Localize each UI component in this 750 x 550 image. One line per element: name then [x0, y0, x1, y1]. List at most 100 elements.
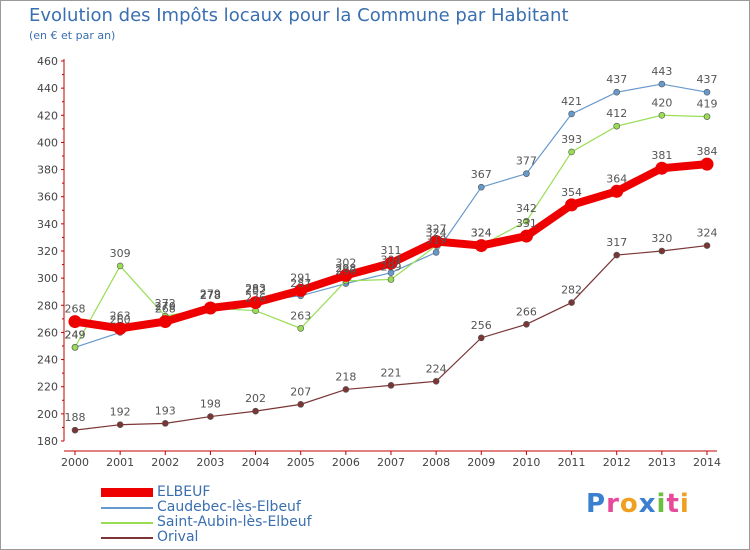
data-label-saint-aubin-l-s-elbeuf: 249 — [65, 328, 86, 341]
data-label-orival: 188 — [65, 411, 86, 424]
data-label-saint-aubin-l-s-elbeuf: 276 — [245, 292, 266, 305]
x-tick-label: 2008 — [422, 456, 450, 469]
data-label-caudebec-l-s-elbeuf: 377 — [516, 155, 537, 168]
data-label-elbeuf: 291 — [290, 271, 311, 284]
data-label-orival: 320 — [651, 232, 672, 245]
data-label-saint-aubin-l-s-elbeuf: 263 — [290, 309, 311, 322]
x-tick-label: 2007 — [377, 456, 405, 469]
data-label-orival: 207 — [290, 385, 311, 398]
y-tick-label: 300 — [37, 272, 58, 285]
data-label-caudebec-l-s-elbeuf: 287 — [290, 277, 311, 290]
data-point-orival — [161, 420, 169, 427]
data-point-elbeuf — [339, 268, 353, 282]
data-point-elbeuf — [519, 229, 533, 243]
legend-swatch — [101, 488, 153, 497]
legend-label: Caudebec-lès-Elbeuf — [157, 499, 301, 515]
x-tick-label: 2002 — [151, 456, 179, 469]
data-point-orival — [387, 382, 395, 389]
data-label-saint-aubin-l-s-elbeuf: 324 — [471, 227, 492, 240]
data-point-saint-aubin-l-s-elbeuf — [523, 217, 530, 225]
data-point-elbeuf — [158, 315, 172, 329]
y-tick-label: 180 — [37, 435, 58, 448]
x-tick-label: 2006 — [332, 456, 360, 469]
y-tick-label: 280 — [37, 299, 58, 312]
x-tick-label: 2000 — [61, 456, 89, 469]
data-label-caudebec-l-s-elbeuf: 437 — [606, 73, 627, 86]
logo-letter: P — [586, 489, 607, 519]
logo-letter: x — [638, 489, 657, 519]
data-point-elbeuf — [68, 315, 82, 329]
data-label-elbeuf: 354 — [561, 186, 582, 199]
data-label-orival: 266 — [516, 305, 537, 318]
data-point-orival — [523, 320, 530, 328]
y-tick-label: 340 — [37, 218, 58, 231]
data-label-caudebec-l-s-elbeuf: 270 — [155, 300, 176, 313]
x-tick-label: 2004 — [242, 456, 270, 469]
data-point-saint-aubin-l-s-elbeuf — [658, 111, 666, 119]
data-point-elbeuf — [203, 301, 217, 315]
data-label-saint-aubin-l-s-elbeuf: 298 — [335, 262, 356, 275]
data-label-orival: 282 — [561, 284, 582, 297]
data-point-orival — [297, 401, 305, 408]
data-point-saint-aubin-l-s-elbeuf — [703, 113, 711, 120]
data-label-saint-aubin-l-s-elbeuf: 309 — [110, 247, 131, 260]
chart-title: Evolution des Impôts locaux pour la Comm… — [29, 5, 569, 26]
data-label-caudebec-l-s-elbeuf: 437 — [697, 73, 718, 86]
data-point-orival — [658, 247, 666, 255]
x-tick-label: 2011 — [558, 456, 586, 469]
data-point-elbeuf — [249, 296, 263, 310]
data-label-saint-aubin-l-s-elbeuf: 393 — [561, 133, 582, 146]
logo-letter: i — [679, 489, 690, 519]
data-label-elbeuf: 331 — [516, 217, 537, 230]
x-tick-label: 2001 — [106, 456, 134, 469]
data-label-saint-aubin-l-s-elbeuf: 324 — [426, 227, 447, 240]
legend-swatch — [101, 522, 153, 524]
data-point-orival — [207, 413, 214, 420]
data-label-orival: 202 — [245, 392, 266, 405]
data-point-orival — [116, 421, 124, 429]
data-label-elbeuf: 282 — [245, 284, 266, 297]
data-label-caudebec-l-s-elbeuf: 283 — [245, 282, 266, 295]
y-tick-label: 320 — [37, 245, 58, 258]
logo-letter: r — [606, 489, 620, 519]
data-point-saint-aubin-l-s-elbeuf — [116, 262, 124, 270]
data-point-saint-aubin-l-s-elbeuf — [568, 148, 575, 156]
data-label-elbeuf: 263 — [110, 309, 131, 322]
y-tick-label: 380 — [37, 164, 58, 177]
data-label-elbeuf: 364 — [606, 172, 627, 185]
data-point-orival — [477, 334, 485, 342]
data-point-elbeuf — [384, 256, 398, 270]
x-tick-label: 2014 — [693, 456, 721, 469]
data-label-orival: 192 — [110, 406, 131, 419]
y-tick-label: 420 — [37, 109, 58, 122]
logo-letter: t — [666, 489, 680, 519]
x-tick-label: 2009 — [467, 456, 495, 469]
data-point-elbeuf — [294, 283, 308, 297]
data-label-caudebec-l-s-elbeuf: 443 — [651, 65, 672, 78]
data-label-saint-aubin-l-s-elbeuf: 412 — [606, 107, 627, 120]
data-point-orival — [71, 426, 79, 434]
data-label-orival: 218 — [335, 370, 356, 383]
line-chart: 180 200 220 240 260 280 300 320 340 360 380 400 420 4… — [37, 55, 721, 469]
data-point-orival — [342, 386, 350, 393]
y-tick-label: 440 — [37, 82, 58, 95]
data-label-caudebec-l-s-elbeuf: 279 — [200, 288, 221, 301]
data-label-caudebec-l-s-elbeuf: 367 — [471, 168, 492, 181]
data-point-elbeuf — [700, 157, 714, 171]
data-point-saint-aubin-l-s-elbeuf — [387, 276, 395, 283]
data-label-saint-aubin-l-s-elbeuf: 342 — [516, 202, 537, 215]
x-tick-label: 2012 — [603, 456, 631, 469]
data-label-orival: 198 — [200, 398, 221, 411]
data-label-saint-aubin-l-s-elbeuf: 272 — [155, 297, 176, 310]
data-point-caudebec-l-s-elbeuf — [703, 88, 711, 96]
logo-letter: o — [619, 489, 639, 519]
data-label-orival: 221 — [381, 366, 402, 379]
data-label-caudebec-l-s-elbeuf: 260 — [110, 313, 131, 326]
legend-swatch — [101, 537, 153, 539]
data-point-orival — [568, 299, 575, 306]
data-label-saint-aubin-l-s-elbeuf: 420 — [651, 96, 672, 109]
data-point-caudebec-l-s-elbeuf — [568, 110, 575, 118]
x-tick-label: 2005 — [287, 456, 315, 469]
data-label-saint-aubin-l-s-elbeuf: 299 — [381, 261, 402, 274]
